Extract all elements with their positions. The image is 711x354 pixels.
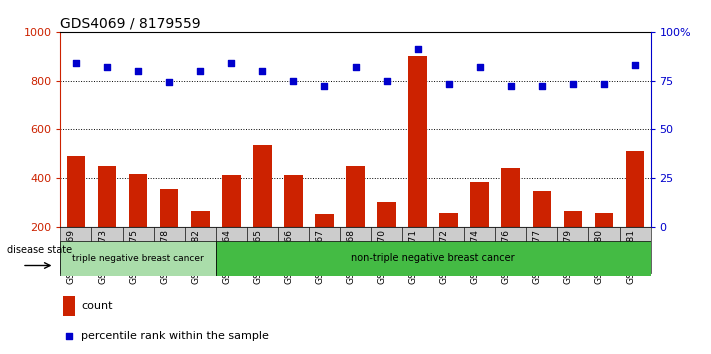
Bar <box>378 202 396 227</box>
Bar <box>594 213 614 227</box>
Text: GSM678382: GSM678382 <box>191 229 201 284</box>
Text: GSM678367: GSM678367 <box>316 229 324 284</box>
Bar <box>60 227 92 273</box>
Bar <box>154 227 185 273</box>
Bar <box>63 296 75 316</box>
Point <box>257 68 268 74</box>
Bar <box>564 211 582 227</box>
Point <box>70 60 82 66</box>
Bar <box>526 227 557 273</box>
Text: disease state: disease state <box>7 245 73 255</box>
Bar <box>626 151 644 227</box>
Bar <box>533 191 551 227</box>
Bar <box>278 227 309 273</box>
Bar <box>92 227 122 273</box>
Text: GSM678364: GSM678364 <box>223 229 231 284</box>
Bar <box>97 166 117 227</box>
Text: GSM678380: GSM678380 <box>595 229 604 284</box>
Bar <box>160 189 178 227</box>
Bar <box>439 213 458 227</box>
Point <box>567 81 579 87</box>
Text: GSM678370: GSM678370 <box>378 229 387 284</box>
Bar <box>433 227 464 273</box>
Bar <box>215 241 651 276</box>
Point <box>319 84 330 89</box>
Bar <box>371 227 402 273</box>
Text: GDS4069 / 8179559: GDS4069 / 8179559 <box>60 17 201 31</box>
Text: GSM678371: GSM678371 <box>409 229 417 284</box>
Bar <box>464 227 496 273</box>
Point <box>63 333 75 338</box>
Point <box>381 78 392 84</box>
Text: GSM678372: GSM678372 <box>439 229 449 284</box>
Text: GSM678378: GSM678378 <box>160 229 169 284</box>
Point <box>598 81 609 87</box>
Bar <box>402 227 433 273</box>
Bar <box>253 145 272 227</box>
Bar <box>309 227 340 273</box>
Text: GSM678369: GSM678369 <box>67 229 76 284</box>
Bar <box>129 174 147 227</box>
Bar <box>185 227 215 273</box>
Bar <box>340 227 371 273</box>
Point <box>225 60 237 66</box>
Text: GSM678376: GSM678376 <box>502 229 510 284</box>
Text: triple negative breast cancer: triple negative breast cancer <box>73 254 204 263</box>
Point <box>536 84 547 89</box>
Text: non-triple negative breast cancer: non-triple negative breast cancer <box>351 253 515 263</box>
Bar <box>408 56 427 227</box>
Text: GSM678374: GSM678374 <box>471 229 480 284</box>
Text: GSM678373: GSM678373 <box>98 229 107 284</box>
Bar <box>589 227 619 273</box>
Bar <box>557 227 589 273</box>
Point <box>102 64 113 70</box>
Point <box>288 78 299 84</box>
Point <box>629 62 641 68</box>
Text: GSM678375: GSM678375 <box>129 229 138 284</box>
Point <box>350 64 361 70</box>
Point <box>443 81 454 87</box>
Point <box>195 68 206 74</box>
Bar <box>346 166 365 227</box>
Bar <box>315 215 333 227</box>
Bar <box>60 241 215 276</box>
Text: GSM678381: GSM678381 <box>626 229 635 284</box>
Bar <box>67 156 85 227</box>
Point <box>412 47 423 52</box>
Text: GSM678365: GSM678365 <box>253 229 262 284</box>
Bar <box>247 227 278 273</box>
Text: GSM678377: GSM678377 <box>533 229 542 284</box>
Point <box>132 68 144 74</box>
Bar <box>284 176 303 227</box>
Bar <box>222 176 240 227</box>
Point <box>164 80 175 85</box>
Text: GSM678379: GSM678379 <box>564 229 573 284</box>
Bar <box>471 182 489 227</box>
Bar <box>619 227 651 273</box>
Text: percentile rank within the sample: percentile rank within the sample <box>81 331 269 341</box>
Bar <box>122 227 154 273</box>
Bar <box>191 211 210 227</box>
Point <box>505 84 516 89</box>
Text: count: count <box>81 301 112 311</box>
Bar <box>496 227 526 273</box>
Bar <box>501 168 520 227</box>
Text: GSM678368: GSM678368 <box>346 229 356 284</box>
Point <box>474 64 486 70</box>
Bar <box>215 227 247 273</box>
Text: GSM678366: GSM678366 <box>284 229 294 284</box>
